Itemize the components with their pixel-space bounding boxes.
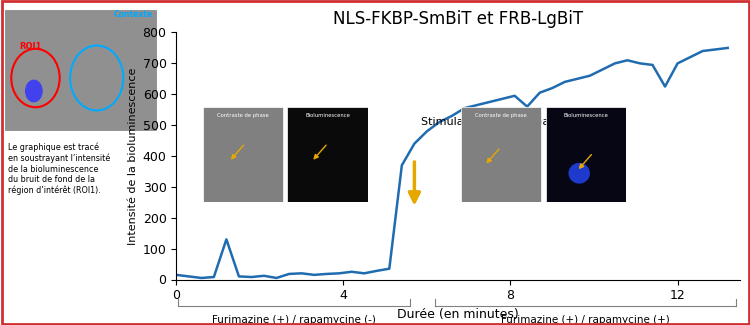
Text: Contexte: Contexte	[114, 10, 153, 19]
Text: Contraste de phase: Contraste de phase	[476, 113, 527, 118]
X-axis label: Durée (en minutes): Durée (en minutes)	[398, 308, 519, 321]
Ellipse shape	[568, 163, 590, 184]
Text: Furimazine (+) / rapamycine (-): Furimazine (+) / rapamycine (-)	[212, 315, 376, 325]
Text: Bioluminescence: Bioluminescence	[305, 113, 350, 118]
FancyBboxPatch shape	[461, 107, 542, 202]
Text: ROI1: ROI1	[20, 42, 42, 51]
Ellipse shape	[25, 80, 43, 102]
Y-axis label: Intensité de la bioluminescence: Intensité de la bioluminescence	[128, 67, 138, 245]
Title: NLS-FKBP-SmBiT et FRB-LgBiT: NLS-FKBP-SmBiT et FRB-LgBiT	[333, 10, 584, 28]
Text: Le graphique est tracé
en soustrayant l’intensité
de la bioluminescence
du bruit: Le graphique est tracé en soustrayant l’…	[8, 143, 110, 195]
FancyBboxPatch shape	[4, 10, 157, 130]
Text: Stimulation par la rapamycine: Stimulation par la rapamycine	[421, 117, 590, 127]
Text: Contraste de phase: Contraste de phase	[217, 113, 268, 118]
FancyBboxPatch shape	[202, 107, 283, 202]
Text: Furimazine (+) / rapamycine (+): Furimazine (+) / rapamycine (+)	[501, 315, 670, 325]
FancyBboxPatch shape	[546, 107, 626, 202]
FancyBboxPatch shape	[287, 107, 368, 202]
Text: Bioluminescence: Bioluminescence	[564, 113, 609, 118]
